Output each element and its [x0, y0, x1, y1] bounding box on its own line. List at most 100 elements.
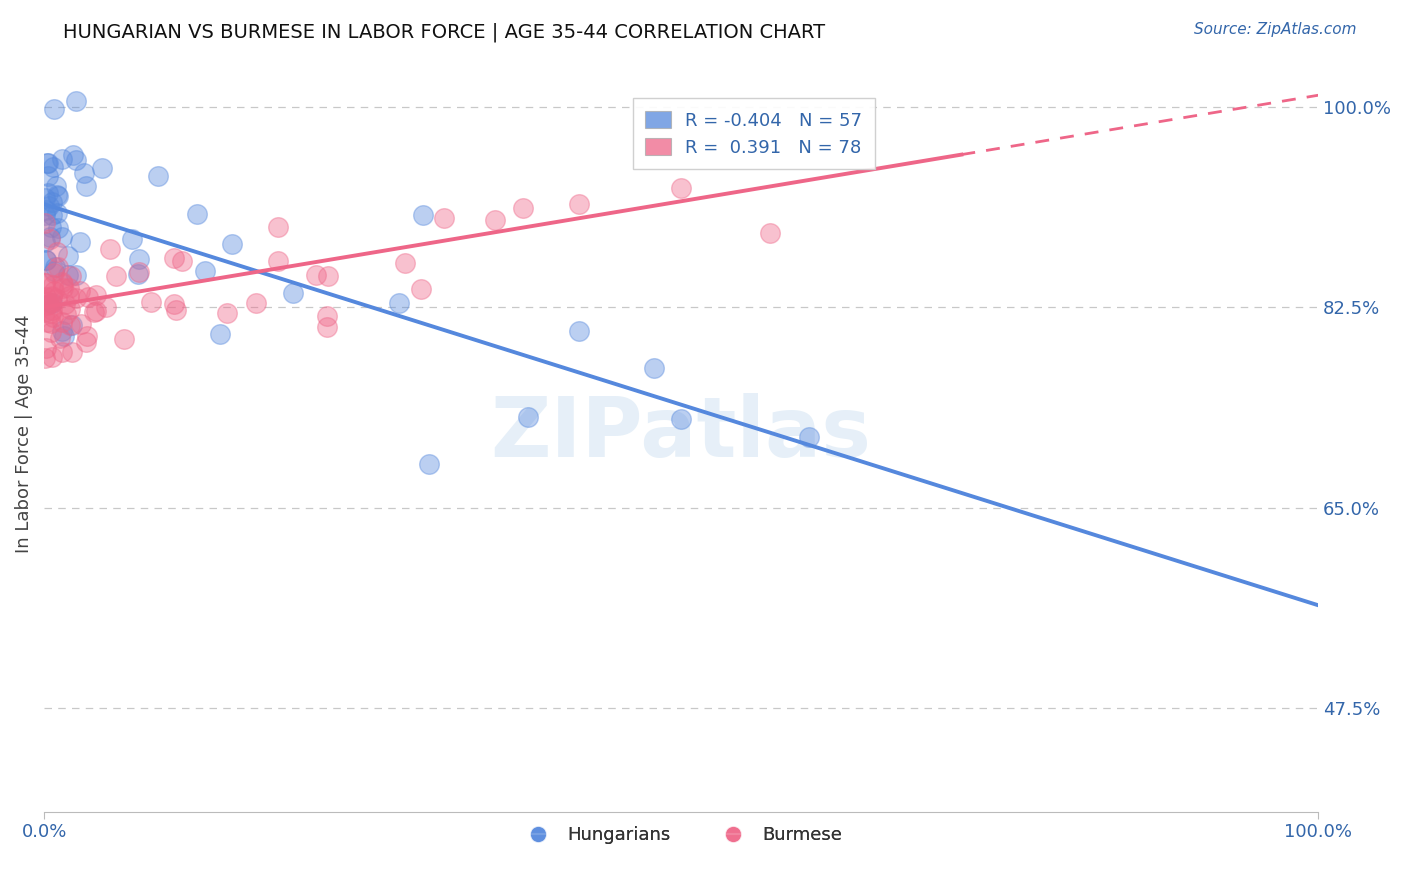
- Point: [59, 318, 82, 332]
- Point: [41, 220, 63, 235]
- Point: [42, 160, 65, 174]
- Text: Source: ZipAtlas.com: Source: ZipAtlas.com: [1194, 22, 1357, 37]
- Point: [65, 291, 87, 305]
- Point: [41, 289, 63, 303]
- Point: [146, 169, 169, 183]
- Point: [194, 264, 217, 278]
- Point: [60, 269, 83, 284]
- Point: [51, 153, 73, 167]
- Point: [305, 268, 328, 282]
- Point: [35, 341, 58, 355]
- Point: [759, 227, 782, 241]
- Point: [70, 317, 93, 331]
- Point: [38, 199, 60, 213]
- Point: [41, 194, 63, 209]
- Point: [669, 181, 692, 195]
- Point: [418, 457, 440, 471]
- Point: [86, 288, 108, 302]
- Point: [432, 211, 454, 226]
- Point: [215, 306, 238, 320]
- Point: [51, 315, 73, 329]
- Point: [53, 297, 76, 311]
- Point: [35, 290, 58, 304]
- Point: [51, 324, 73, 338]
- Point: [34, 276, 56, 290]
- Point: [51, 275, 73, 289]
- Point: [484, 212, 506, 227]
- Text: ZIPatlas: ZIPatlas: [491, 392, 872, 474]
- Point: [34, 191, 56, 205]
- Text: HUNGARIAN VS BURMESE IN LABOR FORCE | AGE 35-44 CORRELATION CHART: HUNGARIAN VS BURMESE IN LABOR FORCE | AG…: [63, 22, 825, 42]
- Point: [221, 237, 243, 252]
- Point: [35, 252, 58, 267]
- Point: [186, 207, 208, 221]
- Point: [163, 297, 186, 311]
- Point: [46, 189, 69, 203]
- Point: [34, 304, 56, 318]
- Point: [38, 295, 60, 310]
- Point: [37, 298, 59, 312]
- Point: [568, 196, 591, 211]
- Point: [316, 268, 339, 283]
- Point: [65, 94, 87, 108]
- Point: [394, 256, 416, 270]
- Point: [42, 277, 65, 292]
- Point: [121, 232, 143, 246]
- Point: [39, 230, 62, 244]
- Point: [96, 300, 118, 314]
- Point: [141, 294, 163, 309]
- Point: [60, 345, 83, 359]
- Point: [34, 235, 56, 249]
- Point: [165, 302, 187, 317]
- Point: [76, 328, 98, 343]
- Point: [245, 296, 267, 310]
- Point: [41, 302, 63, 317]
- Point: [45, 188, 67, 202]
- Point: [41, 295, 63, 310]
- Point: [127, 267, 149, 281]
- Point: [35, 253, 58, 268]
- Point: [77, 290, 100, 304]
- Point: [60, 318, 83, 332]
- Point: [37, 169, 59, 183]
- Point: [41, 290, 63, 304]
- Point: [58, 289, 80, 303]
- Point: [39, 316, 62, 330]
- Point: [45, 179, 67, 194]
- Point: [35, 155, 58, 169]
- Point: [512, 201, 534, 215]
- Point: [42, 310, 65, 325]
- Point: [128, 265, 150, 279]
- Point: [112, 332, 135, 346]
- Point: [59, 302, 82, 317]
- Point: [315, 319, 337, 334]
- Point: [46, 244, 69, 259]
- Point: [62, 148, 84, 162]
- Point: [267, 254, 290, 268]
- Point: [41, 351, 63, 365]
- Point: [34, 216, 56, 230]
- Point: [49, 331, 72, 345]
- Point: [411, 282, 433, 296]
- Point: [34, 208, 56, 222]
- Point: [75, 178, 97, 193]
- Point: [37, 186, 59, 201]
- Point: [412, 208, 434, 222]
- Point: [58, 281, 80, 295]
- Point: [42, 266, 65, 280]
- Point: [37, 295, 59, 310]
- Point: [316, 310, 339, 324]
- Point: [73, 166, 96, 180]
- Point: [56, 268, 79, 282]
- Point: [39, 306, 62, 320]
- Point: [44, 284, 66, 298]
- Point: [86, 303, 108, 318]
- Point: [69, 235, 91, 249]
- Point: [51, 345, 73, 359]
- Point: [56, 249, 79, 263]
- Legend: Hungarians, Burmese: Hungarians, Burmese: [513, 819, 849, 852]
- Point: [39, 232, 62, 246]
- Point: [51, 229, 73, 244]
- Point: [281, 286, 304, 301]
- Point: [46, 205, 69, 219]
